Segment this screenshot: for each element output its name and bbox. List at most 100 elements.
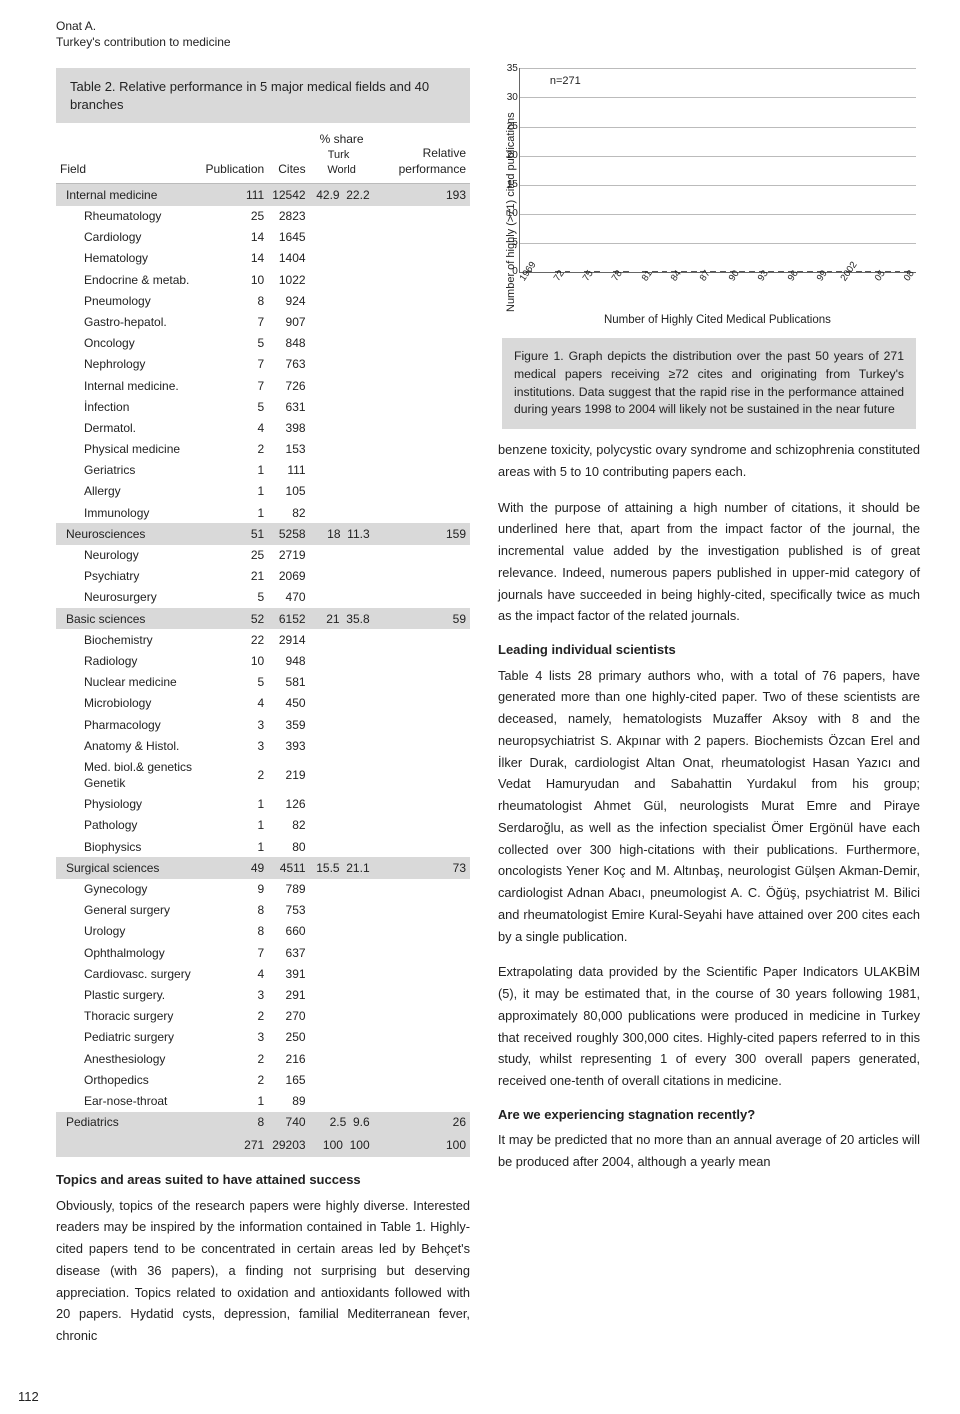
running-author: Onat A.	[56, 18, 920, 34]
table-row: Plastic surgery.3291	[56, 984, 470, 1005]
table-row: Physical medicine2153	[56, 439, 470, 460]
table-row: İnfection5631	[56, 396, 470, 417]
y-tick: 15	[507, 178, 518, 192]
bar	[807, 271, 813, 272]
table-row: Internal medicine.7726	[56, 375, 470, 396]
y-tick: 5	[512, 236, 518, 250]
table-row: Nephrology7763	[56, 354, 470, 375]
fig1-x-caption: Number of Highly Cited Medical Publicati…	[519, 313, 916, 329]
table-row: Biochemistry222914	[56, 629, 470, 650]
th-pub: Publication	[201, 123, 268, 183]
bar	[691, 271, 697, 272]
table-row: Orthopedics2165	[56, 1069, 470, 1090]
table-row: Pediatric surgery3250	[56, 1027, 470, 1048]
left-heading: Topics and areas suited to have attained…	[56, 1171, 470, 1189]
table-row: Cardiology141645	[56, 227, 470, 248]
th-field: Field	[56, 123, 201, 183]
bar	[565, 271, 571, 272]
th-share-world: World	[327, 164, 356, 176]
table-total-row: 27129203100 100100	[56, 1133, 470, 1157]
th-cites: Cites	[268, 123, 309, 183]
table2-title: Table 2. Relative performance in 5 major…	[56, 68, 470, 123]
figure1: Number of highly (>71) cited publication…	[498, 68, 920, 429]
table-row: Psychiatry212069	[56, 566, 470, 587]
table-row: Neurosciences51525818 11.3159	[56, 523, 470, 544]
table-row: Internal medicine1111254242.9 22.2193	[56, 184, 470, 206]
bar	[895, 271, 901, 272]
table-row: Rheumatology252823	[56, 206, 470, 227]
th-share-label: % share	[320, 132, 364, 146]
table-row: Anesthesiology2216	[56, 1048, 470, 1069]
table2-table: Field Publication Cites % share Turk Wor…	[56, 123, 470, 1157]
right-p3: Table 4 lists 28 primary authors who, wi…	[498, 665, 920, 948]
bar	[662, 271, 668, 272]
table-row: Allergy1105	[56, 481, 470, 502]
table-row: Ophthalmology7637	[56, 942, 470, 963]
table-row: Urology8660	[56, 921, 470, 942]
bar	[827, 271, 833, 272]
y-tick: 10	[507, 207, 518, 221]
table-row: Pediatrics87402.5 9.626	[56, 1112, 470, 1133]
y-tick: 35	[507, 62, 518, 76]
table-row: Pathology182	[56, 815, 470, 836]
fig1-caption: Figure 1. Graph depicts the distribution…	[502, 338, 916, 429]
running-title: Turkey's contribution to medicine	[56, 34, 920, 50]
right-p1: benzene toxicity, polycystic ovary syndr…	[498, 439, 920, 483]
bar	[652, 271, 658, 272]
bar	[739, 271, 745, 272]
bar	[681, 271, 687, 272]
table-row: Neurology252719	[56, 545, 470, 566]
table-row: Hematology141404	[56, 248, 470, 269]
th-share-turk: Turk	[328, 149, 350, 161]
right-h1: Leading individual scientists	[498, 641, 920, 659]
table-row: Cardiovasc. surgery4391	[56, 963, 470, 984]
table-row: Physiology1126	[56, 794, 470, 815]
bar	[710, 271, 716, 272]
y-tick: 20	[507, 149, 518, 163]
table-row: Ear-nose-throat189	[56, 1090, 470, 1111]
table-row: Microbiology4450	[56, 693, 470, 714]
bar	[720, 271, 726, 272]
right-p2: With the purpose of attaining a high num…	[498, 497, 920, 628]
table-row: Dermatol.4398	[56, 417, 470, 438]
table-row: Pharmacology3359	[56, 714, 470, 735]
table-row: General surgery8753	[56, 900, 470, 921]
table-row: Geriatrics1111	[56, 460, 470, 481]
th-share: % share Turk World	[310, 123, 374, 183]
x-tick: 08	[902, 268, 919, 284]
bar	[749, 271, 755, 272]
bar	[885, 271, 891, 272]
table-row: Endocrine & metab.101022	[56, 269, 470, 290]
table-row: Immunology182	[56, 502, 470, 523]
bar	[865, 271, 871, 272]
table-row: Thoracic surgery2270	[56, 1006, 470, 1027]
table-row: Neurosurgery5470	[56, 587, 470, 608]
fig1-plot: n=271 05101520253035	[519, 68, 916, 272]
bar	[797, 271, 803, 272]
bar	[778, 271, 784, 272]
table-row: Basic sciences52615221 35.859	[56, 608, 470, 629]
table-row: Gynecology9789	[56, 879, 470, 900]
bar	[623, 271, 629, 272]
right-p5: It may be predicted that no more than an…	[498, 1129, 920, 1173]
table2: Table 2. Relative performance in 5 major…	[56, 68, 470, 1157]
table-row: Radiology10948	[56, 650, 470, 671]
table-row: Pneumology8924	[56, 290, 470, 311]
y-tick: 30	[507, 91, 518, 105]
table-row: Nuclear medicine5581	[56, 672, 470, 693]
bar	[768, 271, 774, 272]
table-row: Surgical sciences49451115.5 21.173	[56, 857, 470, 878]
bar	[594, 271, 600, 272]
page-number: 112	[18, 1388, 39, 1406]
th-rel: Relative performance	[374, 123, 470, 183]
table-row: Biophysics180	[56, 836, 470, 857]
table-row: Med. biol.& genetics Genetik2219	[56, 756, 470, 793]
running-head: Onat A. Turkey's contribution to medicin…	[56, 18, 920, 50]
table-row: Anatomy & Histol.3393	[56, 735, 470, 756]
y-tick: 25	[507, 120, 518, 134]
right-h2: Are we experiencing stagnation recently?	[498, 1106, 920, 1124]
left-para: Obviously, topics of the research papers…	[56, 1195, 470, 1347]
table-row: Oncology5848	[56, 333, 470, 354]
right-p4: Extrapolating data provided by the Scien…	[498, 961, 920, 1092]
table-row: Gastro-hepatol.7907	[56, 311, 470, 332]
